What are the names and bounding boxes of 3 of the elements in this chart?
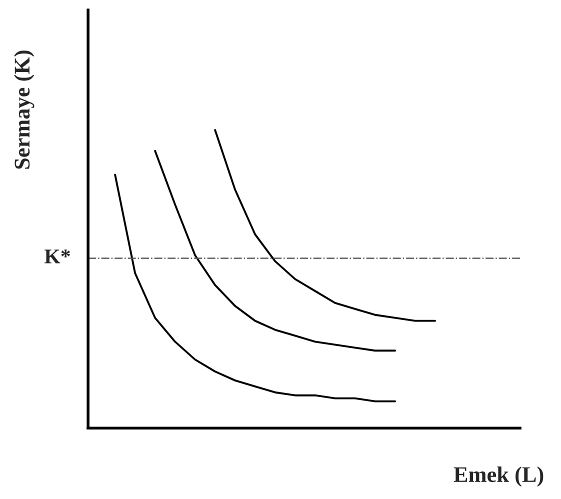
x-axis-title: Emek (L) [454, 466, 544, 487]
y-axis-title: Sermaye (K) [14, 50, 34, 169]
ref-line-label: K* [44, 249, 70, 264]
